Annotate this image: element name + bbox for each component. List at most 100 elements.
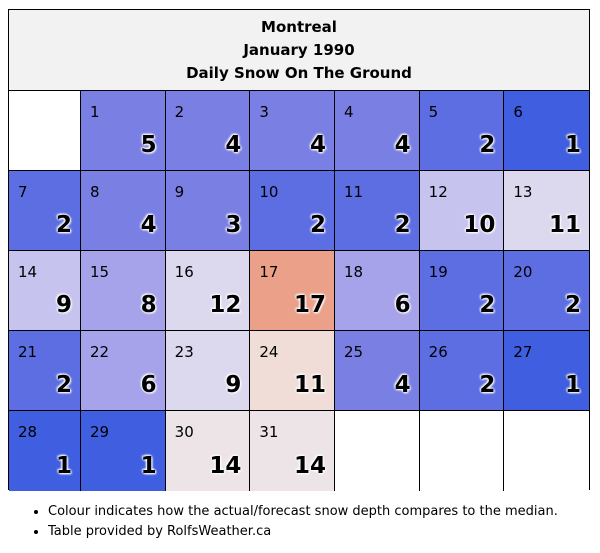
snow-depth-value: 4: [309, 132, 326, 158]
metric-title: Daily Snow On The Ground: [186, 63, 412, 82]
day-number: 4: [343, 103, 354, 121]
snow-depth-value: 11: [548, 212, 581, 238]
snow-depth-value: 2: [55, 372, 72, 398]
day-number: 26: [428, 343, 448, 361]
snow-depth-value: 14: [209, 453, 242, 479]
day-cell: 12 10: [419, 171, 505, 251]
calendar-grid: 1 5 2 4 3 4 4 4 5 2 6 1 7 2 8 4 9 3 10 2 11 2 12 10 13 11 14 9 15 8 16…: [9, 91, 589, 491]
snow-depth-value: 1: [55, 453, 72, 479]
day-number: 1: [90, 103, 100, 121]
snow-depth-value: 2: [479, 292, 496, 318]
day-cell: 27 1: [504, 331, 589, 411]
day-cell: 28 1: [9, 411, 81, 491]
snow-depth-value: 2: [479, 132, 496, 158]
day-cell: 16 12: [165, 251, 251, 331]
snow-depth-value: 4: [140, 212, 157, 238]
day-cell: 17 17: [250, 251, 335, 331]
day-number: 7: [18, 183, 28, 201]
day-cell: 29 1: [81, 411, 166, 491]
day-number: 3: [259, 103, 269, 121]
note-colour-legend: Colour indicates how the actual/forecast…: [48, 502, 558, 522]
snow-depth-value: 2: [55, 212, 72, 238]
snow-depth-value: 17: [293, 292, 326, 318]
day-number: 19: [428, 263, 448, 281]
day-number: 8: [90, 183, 100, 201]
day-number: 11: [343, 183, 364, 201]
snow-depth-value: 4: [394, 132, 411, 158]
empty-cell: [9, 91, 81, 171]
day-cell: 22 6: [81, 331, 166, 411]
day-number: 28: [18, 423, 38, 441]
city-title: Montreal: [261, 17, 337, 36]
empty-cell: [504, 411, 589, 491]
day-number: 10: [259, 183, 279, 201]
day-number: 18: [343, 263, 364, 281]
snow-depth-value: 9: [225, 372, 242, 398]
snow-depth-value: 10: [463, 212, 496, 238]
empty-cell: [334, 411, 420, 491]
day-cell: 25 4: [334, 331, 420, 411]
day-number: 27: [513, 343, 533, 361]
day-number: 5: [428, 103, 439, 121]
empty-cell: [419, 411, 505, 491]
day-number: 6: [513, 103, 523, 121]
day-number: 16: [174, 263, 194, 281]
day-number: 30: [174, 423, 194, 441]
day-cell: 30 14: [165, 411, 251, 491]
day-number: 20: [513, 263, 533, 281]
day-number: 17: [259, 263, 279, 281]
day-cell: 23 9: [165, 331, 251, 411]
day-number: 21: [18, 343, 38, 361]
day-cell: 11 2: [334, 171, 420, 251]
day-number: 15: [90, 263, 110, 281]
day-number: 14: [18, 263, 38, 281]
note-source: Table provided by RolfsWeather.ca: [48, 522, 558, 542]
day-number: 12: [428, 183, 448, 201]
month-title: January 1990: [243, 40, 355, 59]
day-cell: 10 2: [250, 171, 335, 251]
day-cell: 24 11: [250, 331, 335, 411]
day-cell: 20 2: [504, 251, 589, 331]
snow-depth-value: 2: [394, 212, 411, 238]
snow-depth-value: 9: [55, 292, 72, 318]
snow-depth-value: 2: [479, 372, 496, 398]
snow-depth-value: 4: [394, 372, 411, 398]
day-cell: 21 2: [9, 331, 81, 411]
day-cell: 26 2: [419, 331, 505, 411]
snow-depth-value: 1: [564, 372, 581, 398]
day-number: 24: [259, 343, 279, 361]
snow-depth-value: 6: [140, 372, 157, 398]
calendar-table: Montreal January 1990 Daily Snow On The …: [8, 9, 590, 491]
snow-depth-value: 12: [209, 292, 242, 318]
snow-depth-value: 2: [564, 292, 581, 318]
day-cell: 15 8: [81, 251, 166, 331]
table-header: Montreal January 1990 Daily Snow On The …: [9, 10, 589, 91]
day-cell: 31 14: [250, 411, 335, 491]
snow-depth-value: 2: [309, 212, 326, 238]
day-cell: 19 2: [419, 251, 505, 331]
day-cell: 13 11: [504, 171, 589, 251]
snow-depth-value: 3: [225, 212, 242, 238]
snow-depth-value: 4: [225, 132, 242, 158]
snow-depth-value: 6: [394, 292, 411, 318]
day-cell: 18 6: [334, 251, 420, 331]
snow-depth-value: 1: [564, 132, 581, 158]
day-number: 2: [174, 103, 185, 121]
notes-list: Colour indicates how the actual/forecast…: [30, 502, 558, 542]
day-number: 31: [259, 423, 279, 441]
day-number: 22: [90, 343, 110, 361]
day-cell: 14 9: [9, 251, 81, 331]
snow-depth-value: 1: [140, 453, 157, 479]
day-number: 13: [513, 183, 533, 201]
snow-depth-value: 14: [293, 453, 326, 479]
day-number: 23: [174, 343, 194, 361]
